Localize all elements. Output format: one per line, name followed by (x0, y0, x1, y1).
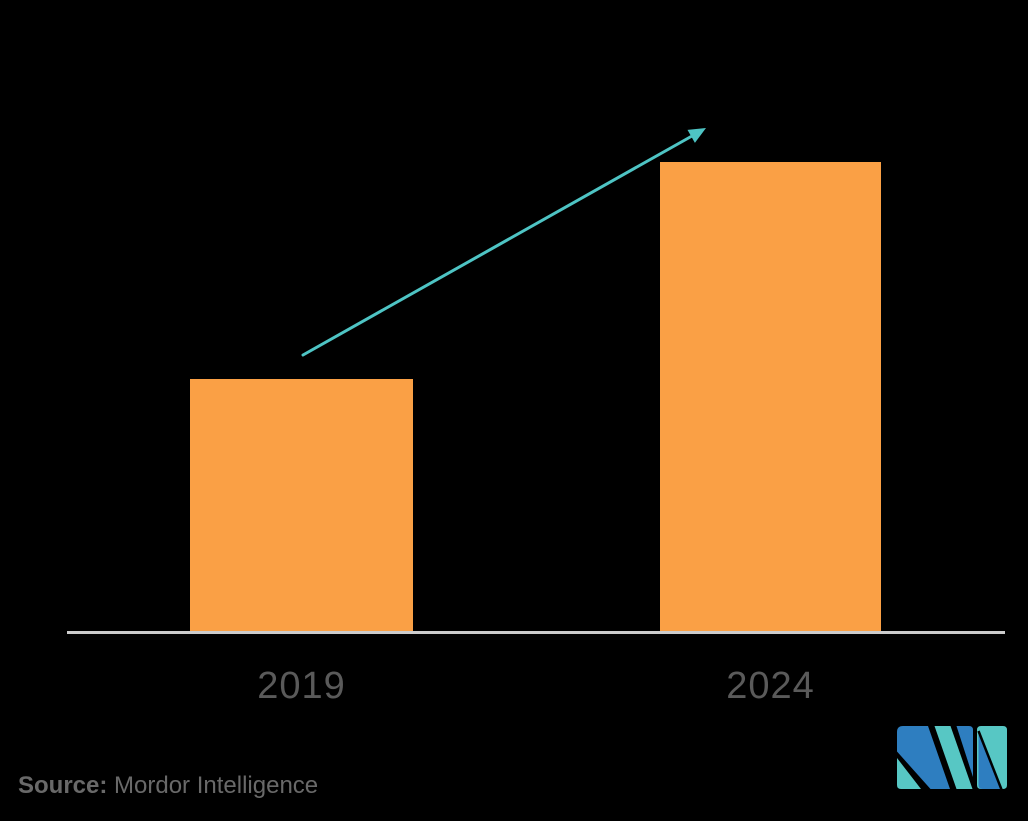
source-text: Mordor Intelligence (107, 772, 319, 799)
logo-diagonal-gap (977, 730, 1003, 789)
bar-2019 (190, 379, 413, 632)
source-line: Source: Mordor Intelligence (18, 772, 318, 800)
logo-blue-diagonal-band-2 (956, 726, 973, 777)
source-label: Source: (18, 772, 108, 799)
x-axis-line (67, 631, 1005, 634)
x-tick-label-2024: 2024 (726, 665, 815, 707)
x-tick-label-2019: 2019 (257, 665, 346, 707)
logo-teal-bottom-left-triangle (897, 758, 921, 789)
bar-2024 (660, 162, 881, 632)
logo-blue-diagonal-band-1 (897, 726, 950, 789)
logo-teal-middle-band (934, 726, 973, 789)
mordor-intelligence-logo (897, 726, 1007, 789)
